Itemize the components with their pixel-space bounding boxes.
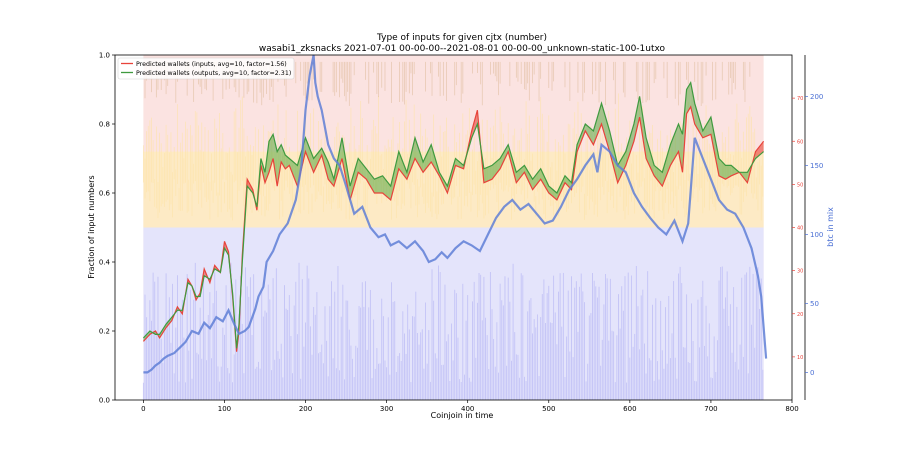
y-axis-label: Fraction of input numbers [87, 175, 96, 278]
fill-between-segment [617, 151, 626, 183]
fill-between-segment [483, 165, 493, 183]
fill-between-segment [702, 117, 711, 138]
x-tick-label: 100 [218, 405, 231, 413]
fill-between-segment [593, 103, 602, 145]
fill-between-segment [382, 175, 391, 200]
fill-between-segment [398, 151, 407, 180]
right-outer-tick-label: 100 [810, 231, 823, 239]
y-tick-label: 0.6 [99, 190, 111, 198]
right-outer-tick-label: 150 [810, 162, 823, 170]
chart-title: Type of inputs for given cjtx (number) [376, 33, 547, 43]
fill-between-segment [678, 124, 683, 173]
fill-between-segment [524, 165, 533, 190]
right-inner-tick-label: 60 [797, 139, 803, 145]
x-tick-label: 300 [380, 405, 393, 413]
fill-between-segment [289, 158, 298, 187]
fill-between-segment [755, 141, 764, 159]
fill-between-segment [710, 117, 720, 176]
fill-between-segment [719, 158, 726, 180]
right-inner-tick-label: 10 [797, 355, 803, 361]
series-outputs-line [142, 80, 764, 349]
y-tick-label: 0.8 [99, 121, 110, 129]
fill-between-segment [577, 124, 586, 152]
fill-between-segment [305, 137, 314, 173]
fill-between-segment [548, 186, 557, 200]
fill-between-segment [540, 168, 549, 193]
legend-label-outputs: Predicted wallets (outputs, avg=10, fact… [136, 70, 291, 77]
fill-between-segment [350, 158, 359, 200]
right-inner-tick-label: 30 [797, 269, 803, 275]
fill-between-segment [670, 124, 679, 166]
fill-between-segment [366, 168, 375, 193]
chart-subtitle: wasabi1_zksnacks 2021-07-01 00-00-00--20… [259, 44, 666, 54]
right-outer-tick-label: 0 [810, 369, 814, 377]
fill-between-segment [423, 144, 432, 173]
x-tick-label: 700 [704, 405, 717, 413]
x-tick-label: 500 [542, 405, 555, 413]
x-axis-label: Coinjoin in time [431, 411, 494, 420]
right-inner-tick-label: 20 [797, 312, 803, 318]
fill-between-segment [731, 165, 740, 176]
right-axis-label: btc in mix [826, 207, 835, 247]
fill-between-segment [662, 144, 671, 187]
fill-between-segment [654, 165, 663, 187]
right-outer-tick-label: 50 [810, 300, 819, 308]
x-tick-label: 800 [785, 405, 798, 413]
fill-between-segment [313, 148, 322, 173]
fill-between-segment [690, 82, 695, 124]
legend: Predicted wallets (inputs, avg=10, facto… [117, 57, 295, 80]
fill-between-segment [686, 82, 691, 114]
fill-between-segment [532, 168, 541, 190]
fill-between-segment [725, 165, 732, 180]
fill-between-segment [285, 155, 290, 169]
fill-between-segment [455, 158, 464, 169]
fill-between-segment [277, 144, 282, 187]
right-inner-tick-label: 40 [797, 226, 803, 232]
fill-between-segment [646, 137, 655, 176]
y-tick-label: 0.4 [99, 259, 111, 267]
x-tick-label: 400 [461, 405, 474, 413]
fill-between-segment [374, 175, 383, 193]
fill-between-segment [500, 144, 509, 169]
series-btc-in-mix-line [143, 54, 768, 374]
fill-between-segment [633, 96, 640, 142]
x-tick-label: 600 [623, 405, 636, 413]
fill-between-segment [585, 124, 594, 145]
y-tick-label: 0.2 [99, 328, 110, 336]
fill-between-segment [601, 103, 610, 152]
fill-between-segment [625, 124, 634, 166]
y-tick-label: 0.0 [99, 397, 110, 405]
fill-between-segment [269, 134, 274, 173]
right-outer-tick-label: 200 [810, 93, 823, 101]
background-bands [142, 55, 764, 400]
x-tick-label: 0 [141, 405, 145, 413]
fill-between-segment [564, 175, 572, 190]
axes: 0 100 200 300 400 500 600 700 8000.00.20.40.60.8… [99, 52, 824, 414]
series-inputs-line [142, 105, 765, 352]
fill-between-segment [414, 137, 424, 173]
legend-box [117, 57, 295, 80]
fill-between-segment [516, 165, 525, 183]
right-inner-tick-label: 50 [797, 182, 803, 188]
legend-label-inputs: Predicted wallets (inputs, avg=10, facto… [136, 61, 287, 68]
fill-between-segment [556, 175, 565, 200]
fill-between-segment [639, 96, 647, 159]
y-tick-label: 1.0 [99, 52, 110, 60]
fill-between-segment [390, 151, 399, 200]
right-inner-tick-label: 70 [797, 96, 803, 102]
series-lines [142, 54, 768, 374]
x-tick-label: 200 [299, 405, 312, 413]
